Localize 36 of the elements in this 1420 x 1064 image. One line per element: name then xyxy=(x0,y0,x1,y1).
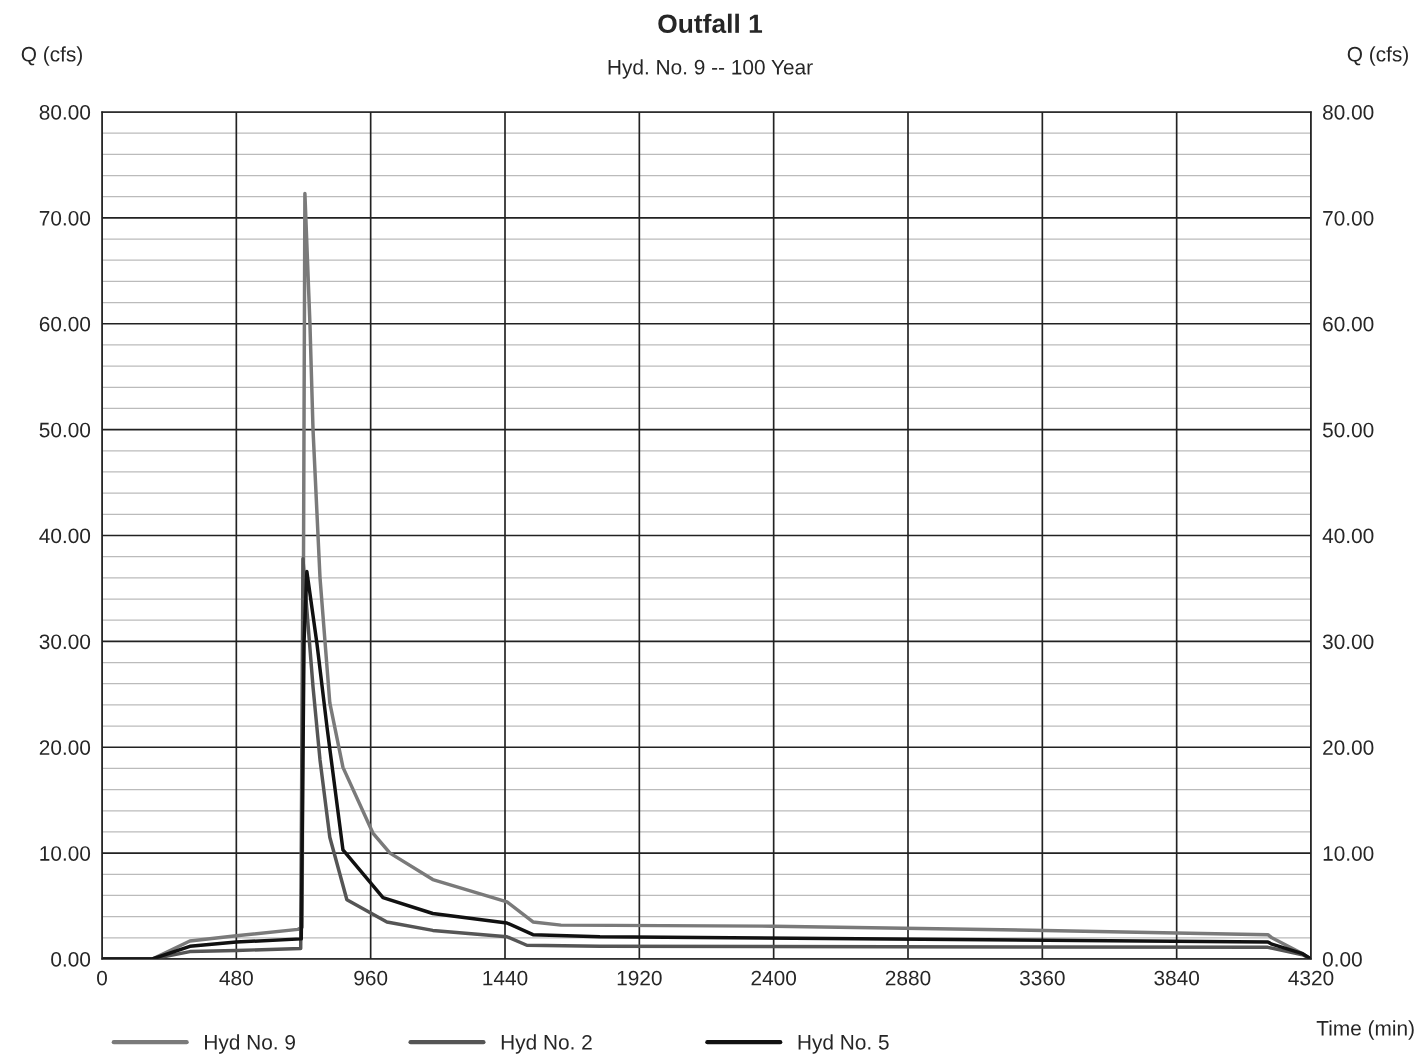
y-tick-label: 60.00 xyxy=(39,316,91,332)
x-tick-label: 1920 xyxy=(617,970,662,986)
chart-title: Outfall 1 xyxy=(658,13,763,34)
legend-label: Hyd No. 9 xyxy=(205,1034,295,1054)
y2-tick-label: 40.00 xyxy=(1322,528,1374,544)
y-tick-label: 70.00 xyxy=(39,210,91,226)
y-tick-label: 20.00 xyxy=(39,740,91,755)
x-tick-label: 2400 xyxy=(751,970,797,986)
x-tick-label: 3840 xyxy=(1154,970,1200,986)
y2-tick-label: 30.00 xyxy=(1322,634,1374,650)
y-axis-title: Q (cfs) xyxy=(21,46,82,66)
y2-tick-label: 10.00 xyxy=(1323,846,1374,861)
y-tick-label: 10.00 xyxy=(40,846,91,861)
y2-tick-label: 20.00 xyxy=(1323,740,1374,755)
y2-tick-label: 60.00 xyxy=(1323,316,1374,332)
y2-tick-label: 0.00 xyxy=(1322,952,1362,967)
y-tick-label: 40.00 xyxy=(39,528,91,544)
x-tick-label: 4320 xyxy=(1288,970,1334,986)
y2-axis-title: Q (cfs) xyxy=(1347,46,1408,66)
y2-tick-label: 80.00 xyxy=(1323,105,1374,120)
x-tick-label: 1440 xyxy=(483,970,528,986)
y-tick-label: 0.00 xyxy=(51,952,91,967)
y-tick-label: 80.00 xyxy=(39,105,91,120)
x-tick-label: 480 xyxy=(219,970,253,986)
y-tick-label: 30.00 xyxy=(39,634,91,650)
legend-label: Hyd No. 5 xyxy=(798,1034,889,1054)
y-tick-label: 50.00 xyxy=(39,422,91,438)
chart-subtitle: Hyd. No. 9 -- 100 Year xyxy=(608,59,813,79)
x-tick-label: 0 xyxy=(97,970,107,986)
x-axis-title: Time (min) xyxy=(1316,1020,1414,1040)
y2-tick-label: 50.00 xyxy=(1322,422,1374,438)
x-tick-label: 2880 xyxy=(885,970,931,986)
y2-tick-label: 70.00 xyxy=(1323,210,1374,226)
legend-label: Hyd No. 2 xyxy=(501,1034,592,1054)
x-tick-label: 3360 xyxy=(1019,970,1065,986)
x-tick-label: 960 xyxy=(354,970,388,986)
